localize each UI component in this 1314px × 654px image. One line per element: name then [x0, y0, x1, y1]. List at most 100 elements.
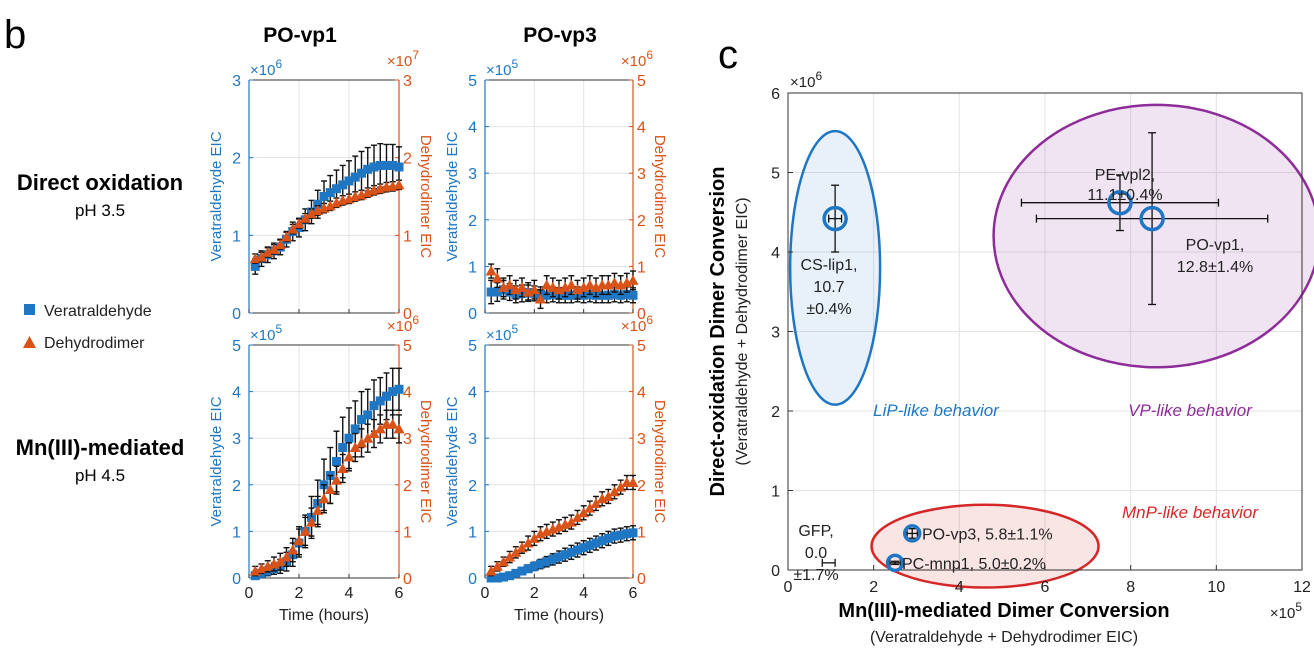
x-multiplier: ×105 [1270, 600, 1302, 622]
data-point-dehydrodimer [609, 486, 620, 497]
y-tick-label: 1 [771, 484, 780, 501]
x-tick-label: 4 [345, 585, 354, 602]
y2-tick-label: 5 [637, 338, 646, 355]
data-point-veratraldehyde [363, 410, 373, 420]
highlight-ring [885, 553, 905, 573]
data-point-pc-mnp1 [885, 553, 905, 573]
data-point-dehydrodimer [312, 504, 324, 515]
y2-tick-label: 3 [637, 431, 646, 448]
y2-tick-label: 2 [403, 478, 412, 495]
y-multiplier: ×105 [486, 57, 518, 79]
data-point-veratraldehyde [486, 573, 496, 583]
data-point-dehydrodimer [528, 532, 540, 543]
region-ellipse [992, 103, 1314, 369]
y2-tick-label: 3 [637, 166, 646, 183]
y2-axis-label: Dehydrodimer EIC [651, 135, 668, 259]
data-point-dehydrodimer [268, 243, 280, 254]
col-title-po-vp1: PO-vp1 [263, 24, 337, 47]
data-point-veratraldehyde [394, 162, 404, 172]
y-tick-label: 0 [232, 571, 241, 588]
subplot-4: 0 1 2 3 4 5 0 1 2 3 4 5 0 2 4 6 Time (hours) Veratraldehy… [444, 313, 668, 624]
x-tick-label: 2 [295, 585, 304, 602]
point-label: ±0.4% [806, 301, 851, 318]
y-tick-label: 4 [468, 385, 477, 402]
y2-tick-label: 3 [403, 431, 412, 448]
data-point-veratraldehyde [357, 415, 366, 425]
data-point-veratraldehyde [382, 160, 391, 170]
y-tick-label: 3 [771, 325, 780, 342]
y-axis-label: Veratraldehyde EIC [444, 131, 461, 261]
data-point-veratraldehyde [350, 172, 360, 182]
y-tick-label: 0 [468, 571, 477, 588]
data-point-dehydrodimer [293, 218, 305, 229]
subplot-2: 0 1 2 3 4 5 0 1 2 3 4 5 Veratraldehyde EIC Dehydrodim… [444, 48, 668, 323]
data-point-dehydrodimer [324, 483, 336, 494]
data-point-veratraldehyde [579, 543, 589, 553]
y-tick-label: 4 [468, 120, 477, 137]
y-axis-label: Veratraldehyde EIC [444, 396, 461, 526]
data-point-veratraldehyde [369, 162, 379, 172]
data-point-dehydrodimer [565, 279, 577, 290]
col-title-po-vp3: PO-vp3 [523, 24, 597, 47]
highlight-ring [1107, 189, 1133, 216]
data-point-dehydrodimer [627, 274, 639, 285]
data-point-veratraldehyde [388, 160, 398, 170]
data-point-veratraldehyde [591, 538, 601, 548]
data-point-veratraldehyde [560, 550, 570, 560]
x-axis-label: Time (hours) [514, 607, 604, 624]
y-tick-label: 3 [468, 166, 477, 183]
data-point-veratraldehyde [499, 572, 508, 582]
y2-tick-label: 1 [637, 524, 646, 541]
data-point-dehydrodimer [299, 212, 311, 223]
y-axis-label: Veratraldehyde EIC [208, 396, 225, 526]
y2-multiplier: ×107 [387, 48, 419, 70]
legend-label-dehydrodimer: Dehydrodimer [44, 335, 145, 352]
x-tick-label: 2 [530, 585, 539, 602]
data-point-dehydrodimer [602, 490, 614, 501]
y-tick-label: 0 [468, 306, 477, 323]
data-point-dehydrodimer [256, 251, 267, 262]
data-point-veratraldehyde [622, 289, 632, 299]
data-point-veratraldehyde [338, 180, 348, 190]
y-tick-label: 0 [771, 563, 780, 580]
y-tick-label: 4 [232, 385, 241, 402]
data-point-gfp [821, 558, 836, 567]
data-point-dehydrodimer [274, 239, 286, 250]
data-point-veratraldehyde [610, 531, 619, 541]
y2-tick-label: 1 [403, 228, 412, 245]
data-point-veratraldehyde [492, 573, 502, 583]
data-point-dehydrodimer [362, 432, 374, 443]
point-label: 0.0 [805, 545, 827, 562]
data-point-dehydrodimer [547, 281, 559, 292]
data-point-veratraldehyde [250, 261, 260, 271]
data-point-dehydrodimer [287, 544, 299, 555]
y2-multiplier: ×106 [621, 48, 653, 70]
data-point-veratraldehyde [369, 401, 379, 411]
data-point-dehydrodimer [485, 565, 497, 576]
data-point-dehydrodimer [393, 179, 405, 190]
y-tick-label: 3 [232, 431, 241, 448]
data-point-veratraldehyde [332, 184, 341, 194]
data-point-dehydrodimer [281, 551, 292, 562]
data-point-veratraldehyde [394, 384, 404, 394]
data-point-dehydrodimer [627, 476, 639, 487]
y-tick-label: 1 [468, 524, 477, 541]
data-point-veratraldehyde [566, 290, 576, 300]
y2-tick-label: 2 [637, 478, 646, 495]
x-axis-label: Time (hours) [279, 607, 369, 624]
y-tick-label: 1 [232, 524, 241, 541]
panel-b-plots: 0 1 2 3 0 1 2 3 Veratraldehyde EIC Dehydrodimer E… [208, 48, 668, 624]
data-point-veratraldehyde [622, 529, 632, 539]
data-point-veratraldehyde [338, 443, 348, 453]
y-tick-label: 2 [232, 151, 241, 168]
data-point-dehydrodimer [281, 231, 292, 242]
row-title-direct: Direct oxidation [17, 170, 183, 195]
panel-c-letter: c [718, 33, 738, 77]
point-label: PC-mnp1, 5.0±0.2% [902, 556, 1046, 573]
y-tick-label: 5 [468, 73, 477, 90]
point-label: 12.8±1.4% [1177, 259, 1253, 276]
data-point-veratraldehyde [573, 545, 582, 555]
point-label: CS-lip1, [801, 257, 858, 274]
point-label: 10.7 [813, 279, 844, 296]
data-point-dehydrodimer [306, 516, 317, 527]
